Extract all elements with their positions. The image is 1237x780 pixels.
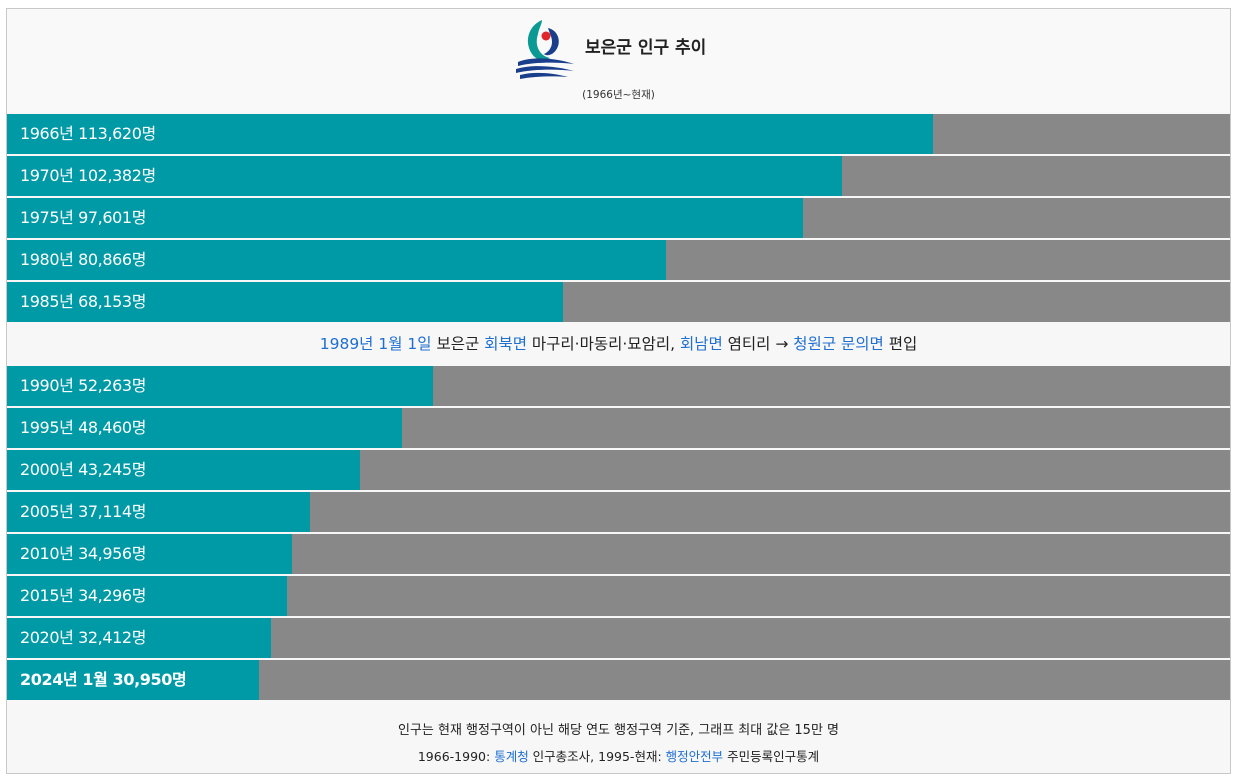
bar-label: 1990년 52,263명: [20, 376, 147, 395]
bar-fill: [7, 534, 292, 574]
footer-source-text: 인구총조사, 1995-현재:: [528, 749, 666, 764]
hoenam-link[interactable]: 회남면: [679, 335, 723, 353]
bar-fill: [7, 618, 272, 658]
bar-label: 2010년 34,956명: [20, 544, 147, 563]
bar-fill: [7, 240, 667, 280]
bar-label: 1985년 68,153명: [20, 292, 147, 311]
chart-subtitle: (1966년~현재): [582, 89, 655, 101]
boundary-change-note: 1989년 1월 1일 보은군 회북면 마구리·마동리·묘암리, 회남면 염티리…: [7, 322, 1230, 364]
bar-fill: [7, 282, 563, 322]
chart-header: 보은군 인구 추이 (1966년~현재): [7, 9, 1230, 112]
bar-label: 1975년 97,601명: [20, 208, 147, 227]
note-text: 마구리·마동리·묘암리,: [526, 335, 680, 353]
bar-label: 2024년 1월 30,950명: [20, 670, 187, 689]
bar-fill: [7, 366, 434, 406]
bar-row: 2020년 32,412명: [7, 616, 1230, 658]
ministry-link[interactable]: 행정안전부: [665, 749, 724, 764]
bar-row: 2024년 1월 30,950명: [7, 658, 1230, 700]
bar-fill: [7, 492, 310, 532]
bar-fill: [7, 114, 934, 154]
bar-label: 2000년 43,245명: [20, 460, 147, 479]
note-text: 보은군: [431, 335, 485, 353]
bar-fill: [7, 408, 403, 448]
bar-label: 2005년 37,114명: [20, 502, 147, 521]
bar-row: 2005년 37,114명: [7, 490, 1230, 532]
bar-row: 2015년 34,296명: [7, 574, 1230, 616]
note-text: 편입: [883, 335, 918, 353]
boeun-county-logo-icon: [516, 20, 574, 79]
bar-label: 1966년 113,620명: [20, 124, 156, 143]
footer-source-text: 주민등록인구통계: [723, 749, 820, 764]
bar-label: 1995년 48,460명: [20, 418, 147, 437]
bar-row: 1995년 48,460명: [7, 406, 1230, 448]
footer-note: 인구는 현재 행정구역이 아닌 해당 연도 행정구역 기준, 그래프 최대 값은…: [397, 723, 840, 738]
bar-fill: [7, 576, 287, 616]
footer-source: 1966-1990: 통계청 인구총조사, 1995-현재: 행정안전부 주민등…: [7, 746, 1230, 765]
bar-rows: 1966년 113,620명 1970년 102,382명 1975년 97,601…: [7, 112, 1230, 700]
bar-row: 1975년 97,601명: [7, 196, 1230, 238]
bar-row: 2010년 34,956명: [7, 532, 1230, 574]
bar-label: 2015년 34,296명: [20, 586, 147, 605]
hoebuk-link[interactable]: 회북면: [484, 335, 527, 353]
date-link[interactable]: 1989년 1월 1일: [319, 335, 432, 353]
bar-row: 1966년 113,620명: [7, 112, 1230, 154]
bar-row: 2000년 43,245명: [7, 448, 1230, 490]
bar-row: 1990년 52,263명: [7, 364, 1230, 406]
bar-fill: [7, 156, 842, 196]
footer-source-text: 1966-1990:: [417, 749, 495, 764]
bar-fill: [7, 660, 260, 700]
population-chart-panel: 보은군 인구 추이 (1966년~현재) 1966년 113,620명 1970년…: [6, 8, 1231, 774]
munui-link[interactable]: 문의면: [841, 335, 884, 353]
bar-row: 1970년 102,382명: [7, 154, 1230, 196]
bar-label: 2020년 32,412명: [20, 628, 147, 647]
bar-row: 1985년 68,153명: [7, 280, 1230, 322]
bar-fill: [7, 198, 803, 238]
cheongwon-link[interactable]: 청원군: [793, 335, 837, 353]
bar-label: 1980년 80,866명: [20, 250, 147, 269]
bar-fill: [7, 450, 360, 490]
bar-label: 1970년 102,382명: [20, 166, 156, 185]
note-text: 염티리 →: [722, 335, 794, 353]
statistics-korea-link[interactable]: 통계청: [494, 749, 529, 764]
bar-row: 1980년 80,866명: [7, 238, 1230, 280]
chart-title: 보은군 인구 추이: [585, 38, 707, 58]
